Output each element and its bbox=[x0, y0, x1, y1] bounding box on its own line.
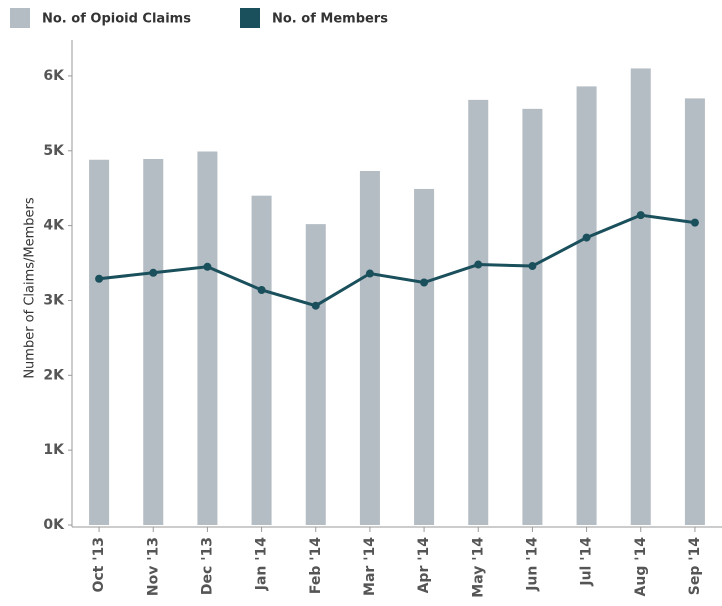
bar bbox=[305, 224, 326, 526]
x-tick-label: Oct '13 bbox=[91, 537, 107, 593]
bar bbox=[143, 159, 164, 525]
legend-swatch bbox=[240, 8, 260, 28]
bar bbox=[89, 159, 110, 525]
line-point bbox=[203, 262, 212, 271]
y-tick-label: 5K bbox=[43, 143, 65, 159]
x-tick-label: Feb '14 bbox=[308, 537, 324, 594]
legend-label: No. of Opioid Claims bbox=[42, 12, 191, 27]
legend-label: No. of Members bbox=[272, 12, 388, 27]
bar bbox=[414, 188, 435, 525]
legend-swatch bbox=[10, 8, 30, 28]
line-point bbox=[365, 269, 374, 278]
bar bbox=[522, 108, 543, 525]
x-tick-label: Jul '14 bbox=[579, 537, 595, 587]
bar bbox=[630, 68, 651, 526]
x-tick-label: May '14 bbox=[470, 537, 486, 598]
line-point bbox=[420, 278, 429, 287]
x-tick-label: Sep '14 bbox=[687, 537, 703, 596]
line-point bbox=[95, 274, 104, 283]
x-tick-label: Jan '14 bbox=[254, 537, 270, 592]
y-tick-label: 2K bbox=[43, 367, 65, 383]
line-point bbox=[149, 268, 158, 277]
line-point bbox=[528, 262, 537, 271]
x-tick-label: Jun '14 bbox=[524, 537, 540, 592]
x-tick-label: Dec '13 bbox=[199, 537, 215, 595]
y-tick-label: 3K bbox=[43, 292, 65, 308]
line-point bbox=[474, 260, 483, 269]
line-point bbox=[311, 301, 320, 310]
line-point bbox=[636, 211, 645, 220]
y-tick-label: 4K bbox=[43, 218, 65, 234]
bar bbox=[684, 98, 705, 525]
bar bbox=[576, 86, 597, 525]
line bbox=[98, 213, 696, 308]
x-tick-label: Nov '13 bbox=[145, 537, 161, 596]
bar bbox=[359, 170, 380, 526]
line-point bbox=[582, 233, 591, 242]
y-axis-title: Number of Claims/Members bbox=[23, 197, 38, 379]
x-tick-label: Mar '14 bbox=[362, 537, 378, 596]
x-tick-label: Aug '14 bbox=[633, 537, 649, 597]
y-tick-label: 6K bbox=[43, 68, 65, 84]
y-tick-label: 1K bbox=[43, 442, 65, 458]
line-point bbox=[257, 285, 266, 294]
bar bbox=[468, 99, 489, 526]
line-point bbox=[690, 218, 699, 227]
bar bbox=[197, 151, 218, 525]
y-tick-label: 0K bbox=[43, 517, 65, 533]
x-tick-label: Apr '14 bbox=[416, 537, 432, 594]
bar bbox=[251, 195, 272, 525]
